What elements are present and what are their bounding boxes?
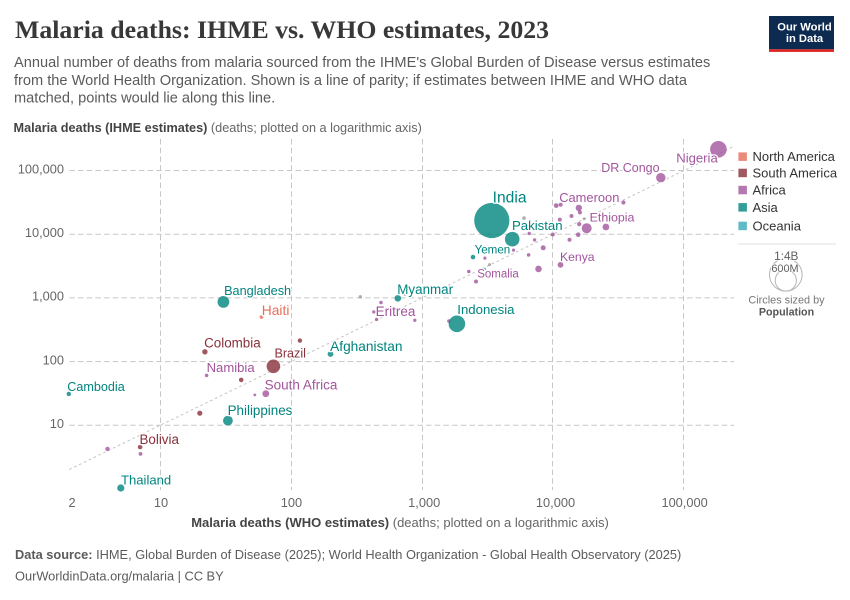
svg-text:matched, points would lie alon: matched, points would lie along this lin… bbox=[14, 90, 275, 106]
svg-text:Somalia: Somalia bbox=[477, 269, 519, 281]
svg-text:South America: South America bbox=[753, 166, 838, 181]
svg-text:Data source: IHME, Global Burd: Data source: IHME, Global Burden of Dise… bbox=[15, 547, 681, 562]
svg-text:North America: North America bbox=[753, 149, 836, 164]
svg-text:Colombia: Colombia bbox=[204, 335, 261, 350]
svg-text:100,000: 100,000 bbox=[661, 495, 707, 510]
svg-text:Asia: Asia bbox=[753, 200, 779, 215]
svg-text:Annual number of deaths from m: Annual number of deaths from malaria sou… bbox=[14, 55, 710, 71]
svg-text:10: 10 bbox=[50, 416, 64, 431]
svg-text:Malaria deaths (WHO estimates): Malaria deaths (WHO estimates) (deaths; … bbox=[191, 515, 609, 530]
svg-text:Africa: Africa bbox=[753, 183, 787, 198]
svg-text:Malaria deaths: IHME vs. WHO e: Malaria deaths: IHME vs. WHO estimates, … bbox=[15, 15, 549, 44]
svg-text:1:4B: 1:4B bbox=[774, 249, 798, 263]
svg-text:OurWorldinData.org/malaria | C: OurWorldinData.org/malaria | CC BY bbox=[15, 569, 224, 584]
svg-text:South Africa: South Africa bbox=[265, 377, 338, 392]
svg-text:10,000: 10,000 bbox=[536, 495, 575, 510]
svg-text:Namibia: Namibia bbox=[207, 360, 256, 375]
svg-text:Nigeria: Nigeria bbox=[676, 151, 718, 166]
svg-text:Our World: Our World bbox=[777, 21, 832, 33]
svg-text:from the World Health Organiza: from the World Health Organization. Show… bbox=[14, 73, 688, 89]
svg-text:Philippines: Philippines bbox=[228, 403, 293, 418]
svg-text:Cambodia: Cambodia bbox=[67, 380, 124, 394]
svg-text:Population: Population bbox=[759, 307, 814, 319]
svg-text:in Data: in Data bbox=[786, 33, 824, 45]
svg-text:Cameroon: Cameroon bbox=[559, 190, 619, 205]
svg-text:1,000: 1,000 bbox=[32, 289, 64, 304]
svg-text:Eritrea: Eritrea bbox=[376, 304, 416, 319]
svg-text:DR Congo: DR Congo bbox=[601, 161, 659, 175]
svg-text:Yemen: Yemen bbox=[475, 244, 511, 257]
svg-text:Bangladesh: Bangladesh bbox=[224, 284, 291, 298]
svg-text:100,000: 100,000 bbox=[18, 161, 64, 176]
svg-text:Haiti: Haiti bbox=[262, 303, 290, 318]
svg-text:Thailand: Thailand bbox=[121, 473, 171, 488]
svg-text:Myanmar: Myanmar bbox=[397, 282, 453, 297]
svg-text:Circles sized by: Circles sized by bbox=[748, 294, 825, 306]
svg-text:Bolivia: Bolivia bbox=[139, 432, 179, 447]
svg-text:Afghanistan: Afghanistan bbox=[330, 339, 402, 354]
svg-text:10: 10 bbox=[154, 495, 168, 510]
svg-text:10,000: 10,000 bbox=[25, 225, 64, 240]
svg-text:Ethiopia: Ethiopia bbox=[590, 211, 635, 225]
svg-text:Oceania: Oceania bbox=[753, 219, 802, 234]
svg-text:Brazil: Brazil bbox=[274, 346, 306, 360]
svg-text:600M: 600M bbox=[771, 263, 798, 275]
svg-text:Malaria deaths (IHME estimates: Malaria deaths (IHME estimates) (deaths;… bbox=[14, 121, 422, 135]
svg-text:100: 100 bbox=[43, 352, 64, 367]
svg-text:100: 100 bbox=[281, 495, 302, 510]
svg-text:2: 2 bbox=[68, 495, 75, 510]
svg-text:1,000: 1,000 bbox=[408, 495, 440, 510]
svg-text:Pakistan: Pakistan bbox=[512, 218, 563, 233]
svg-text:India: India bbox=[493, 190, 527, 207]
svg-text:Indonesia: Indonesia bbox=[457, 302, 515, 317]
svg-text:Kenya: Kenya bbox=[560, 250, 595, 264]
